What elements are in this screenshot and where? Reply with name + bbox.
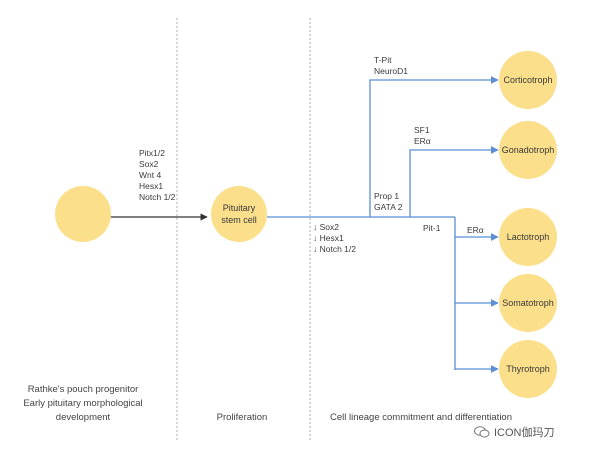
wechat-icon (474, 426, 490, 438)
lactotroph-label: Lactotroph (506, 232, 550, 242)
corticotroph-factors: T-Pit NeuroD1 (374, 55, 409, 76)
thyrotroph-cell (499, 340, 557, 398)
prop1-factors: Prop 1 GATA 2 (374, 191, 403, 212)
progenitor-cell (55, 186, 111, 242)
gonadotroph-cell (499, 121, 557, 179)
watermark: ICON伽玛刀 (474, 424, 555, 440)
watermark-text: ICON伽玛刀 (494, 427, 555, 439)
corticotroph-cell (499, 51, 557, 109)
arrow-to-corticotroph (369, 76, 499, 217)
arrow-to-gonadotroph (409, 146, 499, 217)
gonadotroph-factors: SF1 ERα (414, 125, 431, 146)
thyrotroph-label: Thyrotroph (506, 364, 550, 374)
gonadotroph-label: Gonadotroph (501, 145, 555, 155)
somatotroph-cell (499, 274, 557, 332)
pit1-factor: Pit-1 (423, 223, 441, 233)
somatotroph-label: Somatotroph (502, 298, 554, 308)
progenitor-factors: Pitx1/2 Sox2 Wnt 4 Hesx1 Notch 1/2 (139, 148, 176, 202)
pituitary-stem-label: Pituitary stem cell (221, 203, 257, 225)
stage-proliferation: Proliferation (216, 412, 268, 423)
lactotroph-cell (499, 208, 557, 266)
pituitary-stem-cell (211, 186, 267, 242)
stage-commitment: Cell lineage commitment and differentiat… (329, 412, 512, 423)
stage-progenitor: Rathke's pouch progenitor Early pituitar… (23, 384, 143, 423)
corticotroph-label: Corticotroph (503, 75, 553, 85)
downregulated-factors: ↓ Sox2 ↓ Hesx1 ↓ Notch 1/2 (313, 222, 356, 254)
lactotroph-factor: ERα (467, 225, 484, 235)
